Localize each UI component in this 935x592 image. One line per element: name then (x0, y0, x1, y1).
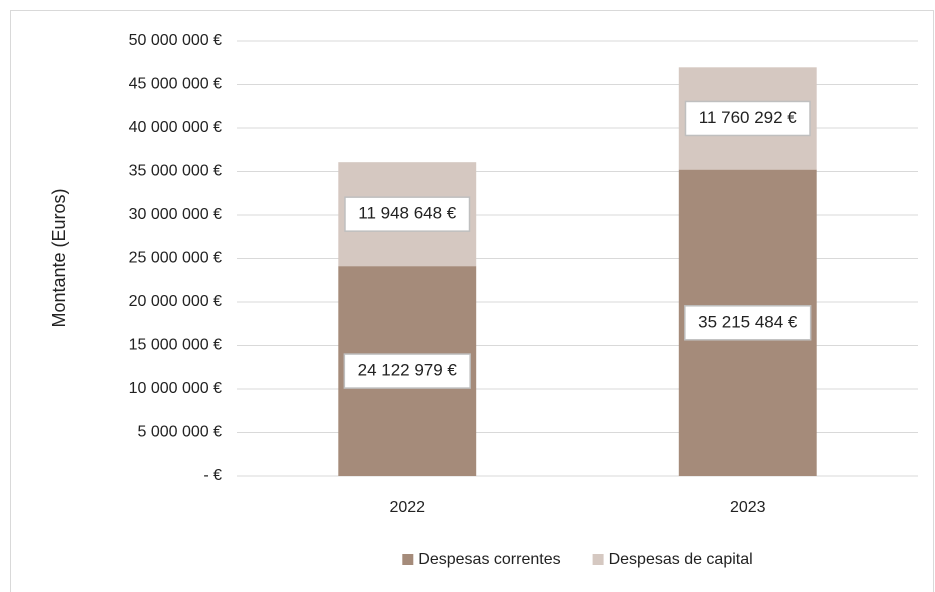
data-label: 35 215 484 € (698, 312, 798, 331)
data-label-box (684, 305, 812, 341)
y-tick-label: 25 000 000 € (129, 250, 223, 267)
data-label-box (684, 100, 811, 137)
y-tick-label: 45 000 000 € (129, 76, 223, 93)
y-tick-label: 10 000 000 € (129, 380, 223, 397)
x-tick-label: 2022 (389, 499, 425, 516)
y-tick-label: 35 000 000 € (129, 163, 223, 180)
legend-swatch (402, 554, 414, 565)
data-label-box (344, 196, 471, 232)
y-tick-label: 30 000 000 € (129, 206, 223, 223)
legend-swatch (592, 554, 604, 565)
data-label-box (343, 353, 471, 389)
y-tick-label: 40 000 000 € (129, 119, 223, 136)
y-tick-label: - € (203, 467, 222, 484)
legend-label: Despesas de capital (609, 551, 753, 568)
y-axis-label: Montante (Euros) (49, 188, 69, 327)
y-tick-label: 20 000 000 € (129, 293, 223, 310)
data-label: 11 948 648 € (358, 204, 457, 223)
y-tick-label: 15 000 000 € (129, 337, 223, 354)
y-tick-label: 50 000 000 € (129, 32, 223, 49)
x-tick-label: 2023 (730, 499, 766, 516)
data-label: 24 122 979 € (358, 361, 458, 380)
data-label: 11 760 292 € (699, 108, 798, 127)
y-tick-label: 5 000 000 € (137, 424, 222, 441)
legend-label: Despesas correntes (418, 551, 560, 568)
